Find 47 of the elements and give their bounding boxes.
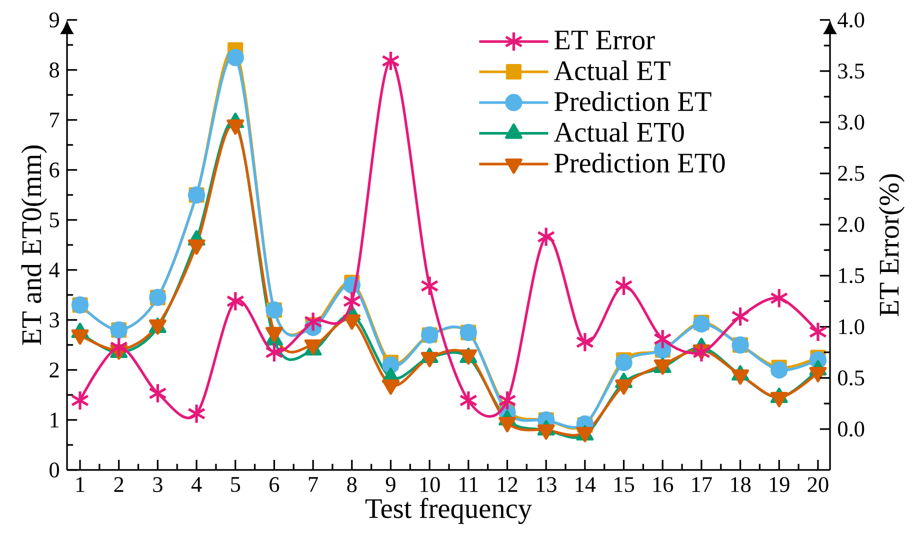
x-axis-title: Test frequency [365, 498, 532, 524]
y-axis-title: ET and ET0(mm) [21, 146, 47, 345]
x-tick-label: 2 [114, 477, 124, 492]
x-tick-label: 5 [231, 477, 240, 492]
x-tick-label: 18 [731, 477, 751, 492]
y2-tick-label: 3.0 [838, 114, 864, 130]
x-tick-label: 17 [692, 477, 712, 492]
y2-tick-label: 3.5 [838, 64, 864, 79]
y-tick-label: 6 [50, 162, 60, 178]
y2-tick-label: 4.0 [838, 12, 864, 28]
x-tick-label: 16 [653, 477, 674, 492]
x-tick-label: 6 [270, 477, 280, 492]
x-tick-label: 9 [386, 477, 396, 492]
y2-tick-label: 2.0 [838, 216, 864, 232]
y-tick-label: 0 [50, 462, 60, 478]
legend-label: ET Error [554, 30, 655, 50]
x-tick-label: 7 [308, 477, 318, 492]
x-tick-label: 10 [420, 477, 440, 492]
x-tick-label: 12 [498, 477, 518, 492]
y-tick-label: 2 [50, 362, 59, 378]
x-tick-label: 8 [347, 477, 357, 492]
y-tick-label: 5 [50, 212, 59, 228]
y2-tick-label: 1.5 [839, 268, 864, 284]
x-tick-label: 3 [153, 477, 162, 492]
x-tick-label: 19 [770, 477, 790, 492]
x-tick-label: 1 [76, 477, 84, 492]
y2-tick-label: 0.5 [838, 370, 864, 386]
y-tick-label: 9 [49, 12, 59, 28]
y2-tick-label: 0.0 [838, 422, 864, 437]
legend-label: Actual ET0 [554, 122, 684, 142]
legend-label: Actual ET [554, 60, 670, 80]
x-tick-label: 11 [460, 477, 478, 492]
y-tick-label: 1 [50, 412, 59, 428]
legend-label: Prediction ET0 [554, 152, 725, 173]
y-tick-label: 4 [49, 262, 60, 278]
y2-tick-label: 1.0 [839, 319, 864, 334]
x-tick-label: 13 [536, 477, 556, 492]
y-tick-label: 3 [50, 312, 59, 328]
y2-axis-title: ET Error(%) [878, 174, 905, 316]
x-tick-label: 20 [808, 477, 828, 492]
y-tick-label: 7 [50, 112, 60, 128]
legend-label: Prediction ET [554, 91, 712, 112]
x-tick-label: 14 [576, 477, 596, 492]
y2-tick-label: 2.5 [838, 166, 864, 181]
x-tick-label: 15 [614, 477, 634, 492]
y-tick-label: 8 [50, 62, 60, 78]
x-tick-label: 4 [191, 477, 202, 492]
